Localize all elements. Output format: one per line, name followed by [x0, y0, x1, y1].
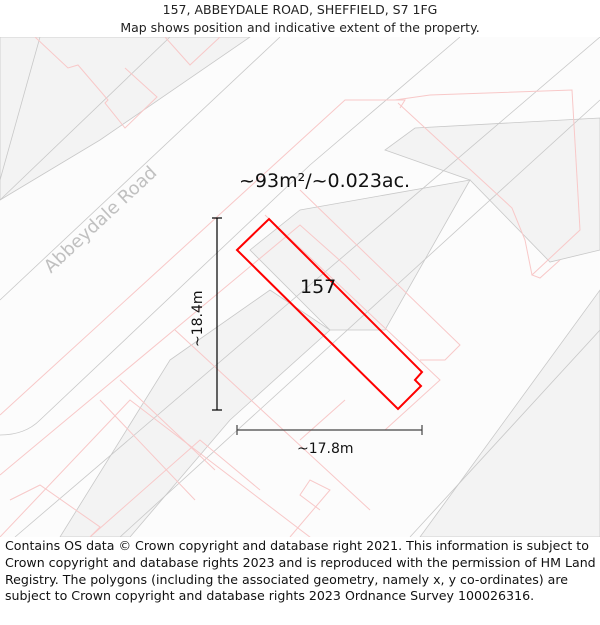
subject-property-outline[interactable]: [235, 217, 424, 411]
vertical-dimension-label: ~18.4m: [190, 290, 206, 347]
property-map[interactable]: Abbeydale Road ~93m²/~0.023ac. 157 ~18.4…: [0, 37, 600, 537]
area-label: ~93m²/~0.023ac.: [239, 170, 411, 192]
copyright-notice: Contains OS data © Crown copyright and d…: [5, 538, 596, 604]
map-header: 157, ABBEYDALE ROAD, SHEFFIELD, S7 1FG M…: [0, 0, 600, 37]
dimension-lines: [212, 217, 423, 435]
property-address: 157, ABBEYDALE ROAD, SHEFFIELD, S7 1FG: [162, 2, 438, 17]
plot-number-label: 157: [300, 276, 337, 298]
horizontal-dimension-label: ~17.8m: [297, 441, 354, 457]
building-blocks: [0, 37, 600, 537]
map-description: Map shows position and indicative extent…: [120, 20, 480, 35]
parcel-boundaries: [0, 37, 581, 537]
road-edges: [0, 37, 600, 537]
